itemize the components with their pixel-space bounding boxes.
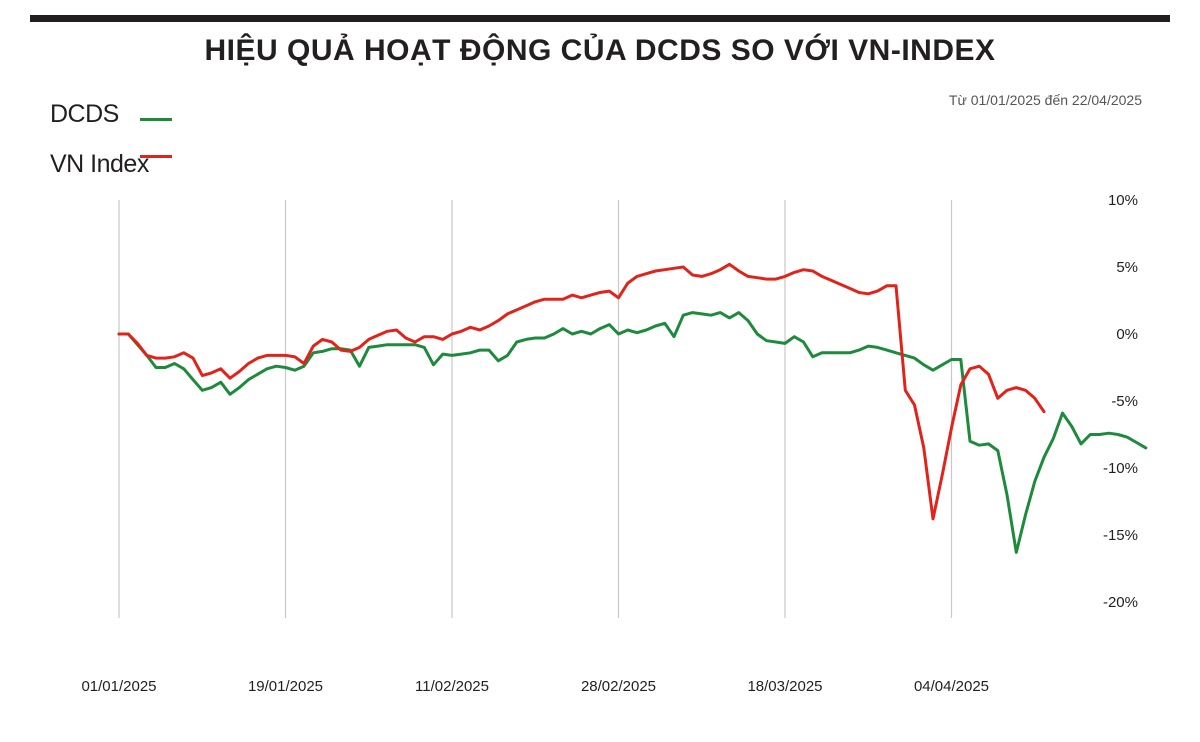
legend-label-dcds: DCDS	[50, 100, 119, 128]
x-tick-label: 01/01/2025	[81, 678, 156, 695]
top-rule	[30, 15, 1170, 22]
y-tick-label: -10%	[1103, 460, 1138, 477]
x-tick-label: 19/01/2025	[248, 678, 323, 695]
chart-title: HIỆU QUẢ HOẠT ĐỘNG CỦA DCDS SO VỚI VN-IN…	[204, 34, 996, 67]
y-tick-label: -20%	[1103, 594, 1138, 611]
legend-item-dcds: DCDS	[50, 100, 172, 150]
grid-lines	[118, 200, 953, 618]
legend-swatch-dcds	[140, 118, 172, 121]
legend-item-vnindex: VN Index	[50, 150, 172, 200]
x-tick-label: 04/04/2025	[914, 678, 989, 695]
x-tick-label: 28/02/2025	[581, 678, 656, 695]
y-tick-label: 0%	[1116, 326, 1138, 343]
x-axis-ticks: 01/01/2025 19/01/2025 11/02/2025 28/02/2025…	[81, 678, 989, 695]
y-axis-ticks: 10% 5% 0% -5% -10% -15% -20%	[1103, 192, 1138, 611]
series-lines	[117, 262, 1148, 554]
y-tick-label: -15%	[1103, 527, 1138, 544]
legend-label-vnindex: VN Index	[50, 150, 149, 178]
x-tick-label: 11/02/2025	[415, 678, 489, 695]
x-tick-label: 18/03/2025	[747, 678, 822, 695]
y-tick-label: 10%	[1108, 192, 1138, 209]
legend: DCDS VN Index	[50, 100, 172, 200]
series-line-dcds	[117, 311, 1148, 554]
legend-swatch-vnindex	[140, 155, 172, 158]
date-range-note: Từ 01/01/2025 đến 22/04/2025	[948, 92, 1142, 108]
series-line-vnindex	[117, 262, 1046, 521]
y-tick-label: -5%	[1111, 393, 1138, 410]
y-tick-label: 5%	[1116, 259, 1138, 276]
